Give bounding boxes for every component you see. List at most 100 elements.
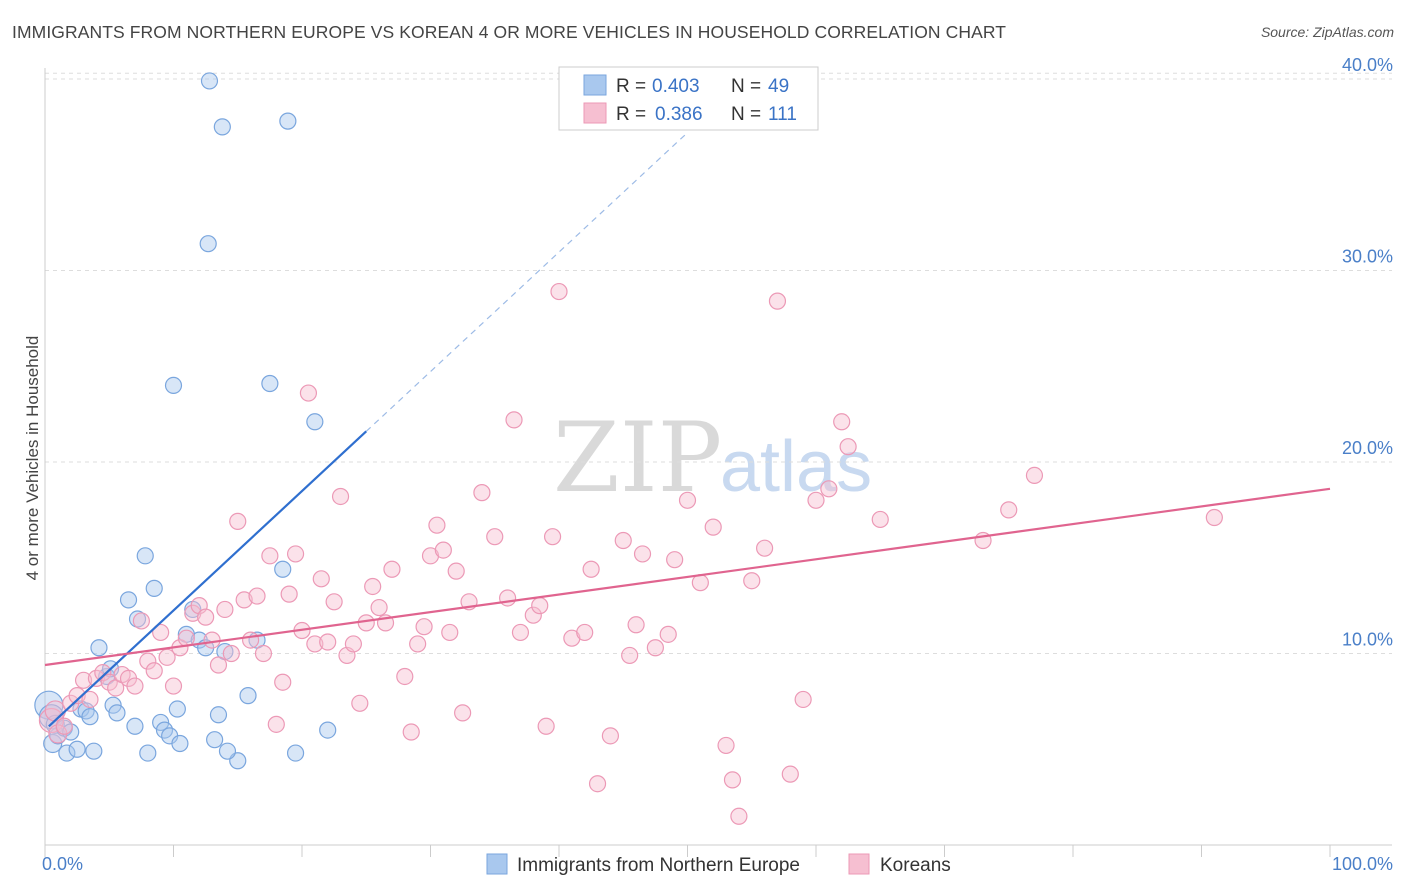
pink-point-100 bbox=[820, 480, 838, 498]
pink-point-33 bbox=[248, 587, 266, 605]
blue-point-19 bbox=[126, 717, 144, 735]
pink-point-90 bbox=[704, 518, 722, 536]
blue-point-11 bbox=[81, 708, 99, 726]
pink-point-99 bbox=[807, 491, 825, 509]
series-pink-points bbox=[38, 282, 1223, 825]
x-tick-label-100: 100.0% bbox=[1332, 854, 1393, 874]
pink-point-48 bbox=[344, 635, 362, 653]
blue-point-41 bbox=[218, 742, 237, 760]
y-tick-label-20: 20.0% bbox=[1342, 438, 1393, 458]
pink-point-93 bbox=[730, 807, 748, 825]
pink-point-20 bbox=[164, 677, 183, 695]
tick-labels: 10.0% 20.0% 30.0% 40.0% 0.0% 100.0% bbox=[42, 55, 1393, 874]
pink-point-10 bbox=[100, 673, 118, 691]
pink-point-41 bbox=[299, 384, 318, 402]
source-credit: Source: ZipAtlas.com bbox=[1260, 24, 1394, 40]
pink-point-95 bbox=[755, 539, 774, 557]
watermark-zip: ZIP bbox=[553, 402, 722, 514]
blue-point-48 bbox=[306, 413, 324, 431]
pink-point-74 bbox=[543, 528, 562, 546]
pink-point-101 bbox=[833, 413, 851, 431]
pink-point-30 bbox=[229, 512, 247, 530]
legend-blue-n-value: 49 bbox=[768, 76, 789, 97]
pink-point-55 bbox=[396, 667, 414, 686]
pink-point-34 bbox=[254, 644, 273, 663]
bottom-legend: Immigrants from Northern Europe Koreans bbox=[486, 853, 951, 876]
y-tick-label-10: 10.0% bbox=[1342, 630, 1393, 650]
pink-point-78 bbox=[582, 560, 600, 578]
pink-point-46 bbox=[331, 487, 350, 506]
trend-lines bbox=[44, 132, 1331, 728]
blue-point-42 bbox=[239, 687, 257, 705]
blue-point-35 bbox=[206, 731, 224, 749]
y-axis-label: 4 or more Vehicles in Household bbox=[23, 336, 42, 581]
blue-point-18 bbox=[119, 591, 138, 609]
pink-point-84 bbox=[633, 545, 652, 563]
pink-point-106 bbox=[1025, 466, 1044, 485]
pink-point-63 bbox=[447, 562, 465, 580]
pink-point-38 bbox=[280, 585, 298, 603]
blue-point-47 bbox=[286, 744, 305, 762]
pink-point-67 bbox=[486, 528, 504, 546]
legend-pink-r-value: 0.386 bbox=[655, 104, 703, 125]
pink-point-39 bbox=[286, 545, 305, 563]
pink-point-75 bbox=[550, 282, 568, 301]
pink-point-58 bbox=[415, 618, 433, 636]
blue-trend-extension bbox=[365, 132, 688, 432]
pink-point-44 bbox=[319, 633, 337, 651]
blue-point-27 bbox=[164, 376, 183, 394]
pink-point-18 bbox=[152, 623, 170, 642]
blue-point-46 bbox=[279, 112, 297, 130]
pink-point-42 bbox=[306, 635, 324, 653]
pink-point-70 bbox=[511, 623, 530, 642]
pink-point-60 bbox=[428, 516, 446, 534]
blue-point-40 bbox=[213, 118, 231, 136]
blue-point-29 bbox=[171, 734, 189, 753]
pink-point-94 bbox=[743, 572, 761, 590]
pink-point-88 bbox=[678, 491, 697, 509]
pink-point-35 bbox=[261, 547, 279, 565]
pink-point-6 bbox=[74, 671, 93, 689]
pink-point-5 bbox=[68, 687, 86, 705]
blue-point-49 bbox=[319, 721, 337, 739]
pink-point-72 bbox=[531, 597, 549, 615]
pink-point-37 bbox=[274, 673, 292, 691]
pink-point-98 bbox=[794, 690, 812, 709]
blue-point-28 bbox=[168, 700, 186, 718]
pink-point-32 bbox=[242, 631, 260, 649]
chart-title: IMMIGRANTS FROM NORTHERN EUROPE VS KOREA… bbox=[12, 22, 1007, 42]
blue-point-6 bbox=[58, 744, 76, 762]
y-tick-label-30: 30.0% bbox=[1342, 247, 1393, 267]
series-blue-points bbox=[34, 72, 337, 770]
blue-point-13 bbox=[90, 639, 108, 657]
legend-blue-n-label: N = bbox=[731, 76, 761, 97]
blue-point-22 bbox=[139, 744, 157, 762]
pink-point-103 bbox=[871, 510, 889, 529]
pink-point-62 bbox=[441, 623, 459, 642]
blue-point-17 bbox=[108, 704, 126, 722]
pink-point-91 bbox=[717, 736, 735, 755]
legend-box: R = 0.403 N = 49 R = 0.386 N = 111 bbox=[558, 66, 819, 131]
pink-point-87 bbox=[666, 551, 684, 569]
blue-point-36 bbox=[209, 706, 228, 724]
legend-pink-n-label: N = bbox=[731, 104, 761, 125]
pink-point-61 bbox=[434, 541, 452, 559]
bottom-legend-pink-label: Koreans bbox=[880, 855, 951, 876]
legend-pink-swatch bbox=[583, 102, 607, 124]
axes bbox=[44, 68, 1392, 857]
pink-point-64 bbox=[454, 704, 472, 722]
pink-point-25 bbox=[197, 608, 215, 626]
pink-point-57 bbox=[409, 635, 427, 653]
legend-pink-n-value: 111 bbox=[768, 104, 797, 125]
legend-blue-r-label: R = bbox=[616, 76, 646, 97]
pink-point-96 bbox=[768, 292, 787, 310]
pink-point-9 bbox=[94, 664, 112, 682]
pink-point-105 bbox=[1000, 501, 1018, 519]
pink-point-3 bbox=[55, 717, 73, 735]
pink-trend-line bbox=[44, 487, 1331, 667]
pink-point-89 bbox=[691, 574, 709, 592]
blue-trend-line bbox=[48, 430, 367, 728]
blue-point-34 bbox=[199, 235, 217, 253]
pink-point-81 bbox=[614, 531, 632, 550]
blue-point-45 bbox=[274, 560, 292, 578]
